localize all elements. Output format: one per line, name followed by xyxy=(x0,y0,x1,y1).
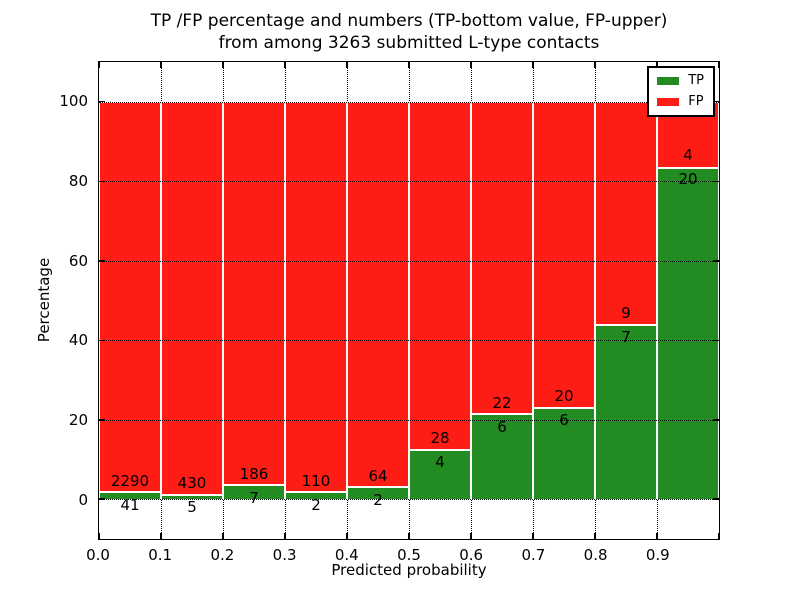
y-tick-label: 100 xyxy=(59,91,88,110)
x-axis-title: Predicted probability xyxy=(331,561,487,579)
y-tick-mark xyxy=(99,419,105,421)
y-tick-mark xyxy=(99,100,105,103)
chart-title-line1: TP /FP percentage and numbers (TP-bottom… xyxy=(150,11,668,31)
tp-legend-swatch-icon xyxy=(657,77,680,85)
x-tick-mark xyxy=(284,62,286,68)
y-tick-mark xyxy=(99,498,105,500)
x-tick-mark xyxy=(346,533,348,539)
fp-bar-segment xyxy=(285,101,347,493)
x-tick-mark xyxy=(408,533,410,539)
y-tick-mark xyxy=(713,419,719,421)
x-tick-label: 0.5 xyxy=(397,546,421,564)
y-tick-mark xyxy=(99,339,105,341)
x-tick-mark xyxy=(222,533,224,539)
fp-bar-segment xyxy=(223,101,285,485)
x-tick-mark xyxy=(656,62,658,68)
x-tick-mark xyxy=(718,62,720,68)
bar-group xyxy=(409,62,471,539)
chart-title-line2: from among 3263 submitted L-type contact… xyxy=(218,33,600,53)
bar-group xyxy=(223,62,285,539)
y-tick-mark xyxy=(713,180,719,182)
y-axis-title: Percentage xyxy=(35,257,53,343)
x-tick-mark xyxy=(98,62,100,68)
x-tick-mark xyxy=(594,533,596,539)
gridline-horizontal xyxy=(99,340,719,342)
bar-group xyxy=(533,62,595,539)
x-tick-mark xyxy=(718,533,720,539)
gridline-horizontal xyxy=(99,101,719,103)
y-tick-mark xyxy=(99,180,105,182)
x-tick-label: 0.0 xyxy=(86,546,110,564)
tp-bar-segment xyxy=(533,407,595,500)
bar-group xyxy=(657,62,719,539)
x-tick-label: 0.6 xyxy=(459,546,484,564)
x-tick-mark xyxy=(160,533,162,539)
bar-group xyxy=(347,62,409,539)
gridline-horizontal xyxy=(99,499,719,501)
x-tick-label: 0.3 xyxy=(272,546,297,564)
fp-bar-segment xyxy=(409,101,471,450)
bar-group xyxy=(161,62,223,539)
bar-group xyxy=(471,62,533,539)
x-tick-mark xyxy=(222,62,224,68)
x-tick-mark xyxy=(346,62,348,68)
bar-group xyxy=(595,62,657,539)
x-tick-mark xyxy=(532,62,534,68)
y-tick-label: 60 xyxy=(68,251,88,270)
y-tick-label: 0 xyxy=(78,491,88,510)
gridline-horizontal xyxy=(99,419,719,421)
tp-bar-segment xyxy=(595,325,657,500)
x-tick-mark xyxy=(656,533,658,539)
tp-bar-segment xyxy=(99,492,161,500)
bar-group xyxy=(285,62,347,539)
tp-bar-segment xyxy=(161,494,223,500)
x-tick-label: 0.8 xyxy=(583,546,608,564)
x-tick-label: 0.4 xyxy=(334,546,359,564)
legend-label-fp: FP xyxy=(688,94,704,109)
y-tick-label: 40 xyxy=(68,331,88,350)
x-tick-mark xyxy=(160,62,162,68)
bar-group xyxy=(99,62,161,539)
gridline-horizontal xyxy=(99,260,719,262)
fp-legend-swatch-icon xyxy=(657,98,680,106)
fp-bar-segment xyxy=(533,101,595,408)
fp-bar-segment xyxy=(471,101,533,415)
gridline-horizontal xyxy=(99,181,719,183)
plot-area: 2290 41 430 5 186 7 110 2 64 2 28 4 22 6 20 6 9 7 4 20 TP F… xyxy=(98,61,720,540)
x-tick-mark xyxy=(470,533,472,539)
x-tick-label: 0.7 xyxy=(521,546,546,564)
chart-title: TP /FP percentage and numbers (TP-bottom… xyxy=(98,10,720,54)
fp-bar-segment xyxy=(595,101,657,326)
legend: TP FP xyxy=(647,66,715,117)
y-tick-mark xyxy=(713,100,719,103)
y-tick-mark xyxy=(713,260,719,262)
x-tick-mark xyxy=(284,533,286,539)
fp-bar-segment xyxy=(347,101,409,488)
x-tick-mark xyxy=(532,533,534,539)
x-tick-mark xyxy=(98,533,100,539)
y-tick-mark xyxy=(99,260,105,262)
tp-bar-segment xyxy=(409,449,471,500)
y-tick-mark xyxy=(713,498,719,500)
y-tick-mark xyxy=(713,339,719,341)
x-tick-label: 0.1 xyxy=(148,546,173,564)
x-tick-label: 0.2 xyxy=(210,546,235,564)
legend-item-fp: FP xyxy=(657,95,704,109)
x-tick-mark xyxy=(470,62,472,68)
tp-bar-segment xyxy=(347,487,409,500)
legend-label-tp: TP xyxy=(688,73,704,88)
fp-bar-segment xyxy=(99,101,161,493)
tp-bar-segment xyxy=(223,484,285,500)
y-tick-label: 20 xyxy=(68,411,88,430)
x-tick-label: 0.9 xyxy=(645,546,670,564)
x-tick-mark xyxy=(408,62,410,68)
legend-item-tp: TP xyxy=(657,74,704,88)
tp-bar-segment xyxy=(471,414,533,500)
x-tick-mark xyxy=(594,62,596,68)
tp-bar-segment xyxy=(285,492,347,500)
y-tick-label: 80 xyxy=(68,171,88,190)
tp-bar-segment xyxy=(657,168,719,500)
fp-bar-segment xyxy=(161,101,223,495)
